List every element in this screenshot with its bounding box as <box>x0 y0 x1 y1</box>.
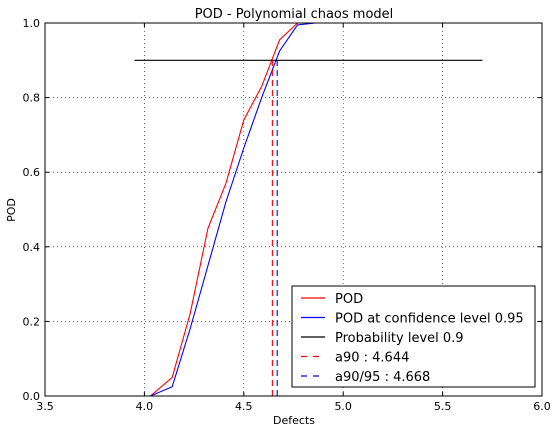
x-tick-label: 6.0 <box>533 400 551 413</box>
y-tick-label: 1.0 <box>23 17 41 30</box>
chart-title: POD - Polynomial chaos model <box>195 7 394 22</box>
x-tick-label: 3.5 <box>36 400 54 413</box>
pod-confidence-curve <box>134 22 483 397</box>
x-tick-label: 4.5 <box>235 400 253 413</box>
y-tick-label: 0.0 <box>23 390 41 403</box>
legend: POD POD at confidence level 0.95 Probabili… <box>291 285 536 388</box>
legend-box <box>291 285 536 388</box>
x-tick-label: 5.5 <box>434 400 452 413</box>
x-axis-label: Defects <box>273 414 315 427</box>
legend-label: POD <box>335 292 363 307</box>
legend-label: a90/95 : 4.668 <box>335 370 430 385</box>
y-tick-label: 0.8 <box>23 92 41 105</box>
y-axis-label: POD <box>5 198 18 222</box>
x-tick-label: 4.0 <box>136 400 154 413</box>
plot-frame <box>44 22 543 397</box>
y-tick-label: 0.6 <box>23 166 41 179</box>
tick-layer: 3.5 4.0 4.5 5.0 5.5 6.0 0.0 0.2 0.4 0.6 0.8 1.0 <box>23 17 551 413</box>
legend-label: a90 : 4.644 <box>335 351 409 366</box>
legend-label: Probability level 0.9 <box>335 331 464 346</box>
y-tick-label: 0.4 <box>23 241 41 254</box>
x-tick-label: 5.0 <box>334 400 352 413</box>
legend-label: POD at confidence level 0.95 <box>335 312 524 327</box>
y-tick-label: 0.2 <box>23 315 41 328</box>
